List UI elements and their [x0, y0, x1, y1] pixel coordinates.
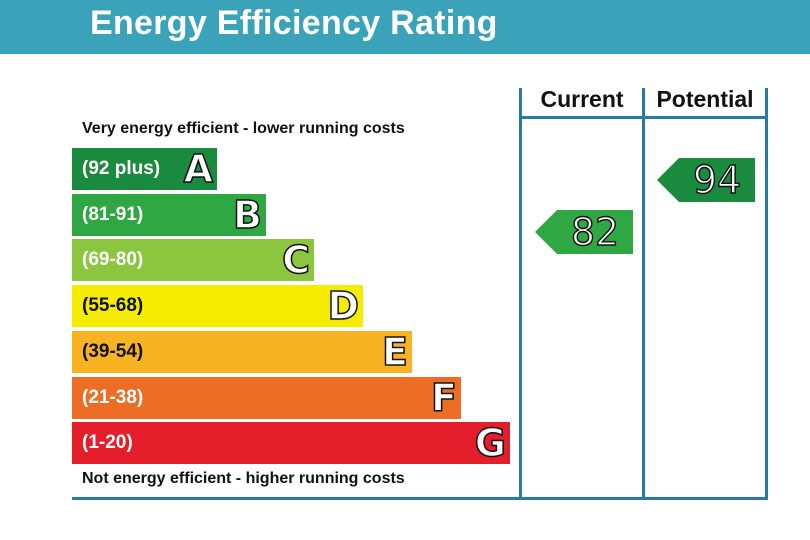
band-letter: C [281, 237, 310, 283]
divider-right [765, 88, 768, 499]
band-a: (92 plus) A [72, 146, 217, 192]
potential-rating-arrow: 94 [657, 157, 755, 203]
band-g: (1-20) G [72, 420, 510, 466]
band-letter: E [381, 329, 408, 375]
title-banner: Energy Efficiency Rating [0, 0, 810, 54]
band-letter: D [327, 283, 360, 329]
band-letter: A [183, 146, 214, 192]
band-range-label: (1-20) [82, 432, 133, 453]
band-letter: G [474, 420, 507, 466]
band-range-label: (81-91) [82, 204, 144, 225]
band-range-label: (69-80) [82, 249, 144, 270]
current-column-header: Current [540, 86, 624, 112]
current-rating-value: 82 [570, 209, 620, 254]
band-e: (39-54) E [72, 329, 412, 375]
band-range-label: (39-54) [82, 341, 144, 362]
efficient-note: Very energy efficient - lower running co… [82, 120, 405, 137]
potential-rating-value: 94 [692, 157, 742, 202]
divider-middle [642, 88, 645, 499]
band-b: (81-91) B [72, 192, 266, 238]
band-letter: B [232, 192, 262, 238]
page-title: Energy Efficiency Rating [90, 4, 498, 42]
header-rule [519, 116, 768, 119]
potential-column-header: Potential [656, 86, 754, 112]
band-d: (55-68) D [72, 283, 363, 329]
bottom-rule [72, 497, 768, 500]
potential-arrow-shape [657, 158, 755, 202]
current-arrow-shape [535, 210, 633, 254]
band-f: (21-38) F [72, 375, 461, 421]
divider-left [519, 88, 522, 499]
band-letter: F [430, 375, 457, 421]
band-range-label: (21-38) [82, 387, 144, 408]
band-range-label: (55-68) [82, 295, 144, 316]
inefficient-note: Not energy efficient - higher running co… [82, 470, 405, 487]
band-c: (69-80) C [72, 237, 314, 283]
band-range-label: (92 plus) [82, 158, 161, 179]
current-rating-arrow: 82 [535, 209, 633, 255]
